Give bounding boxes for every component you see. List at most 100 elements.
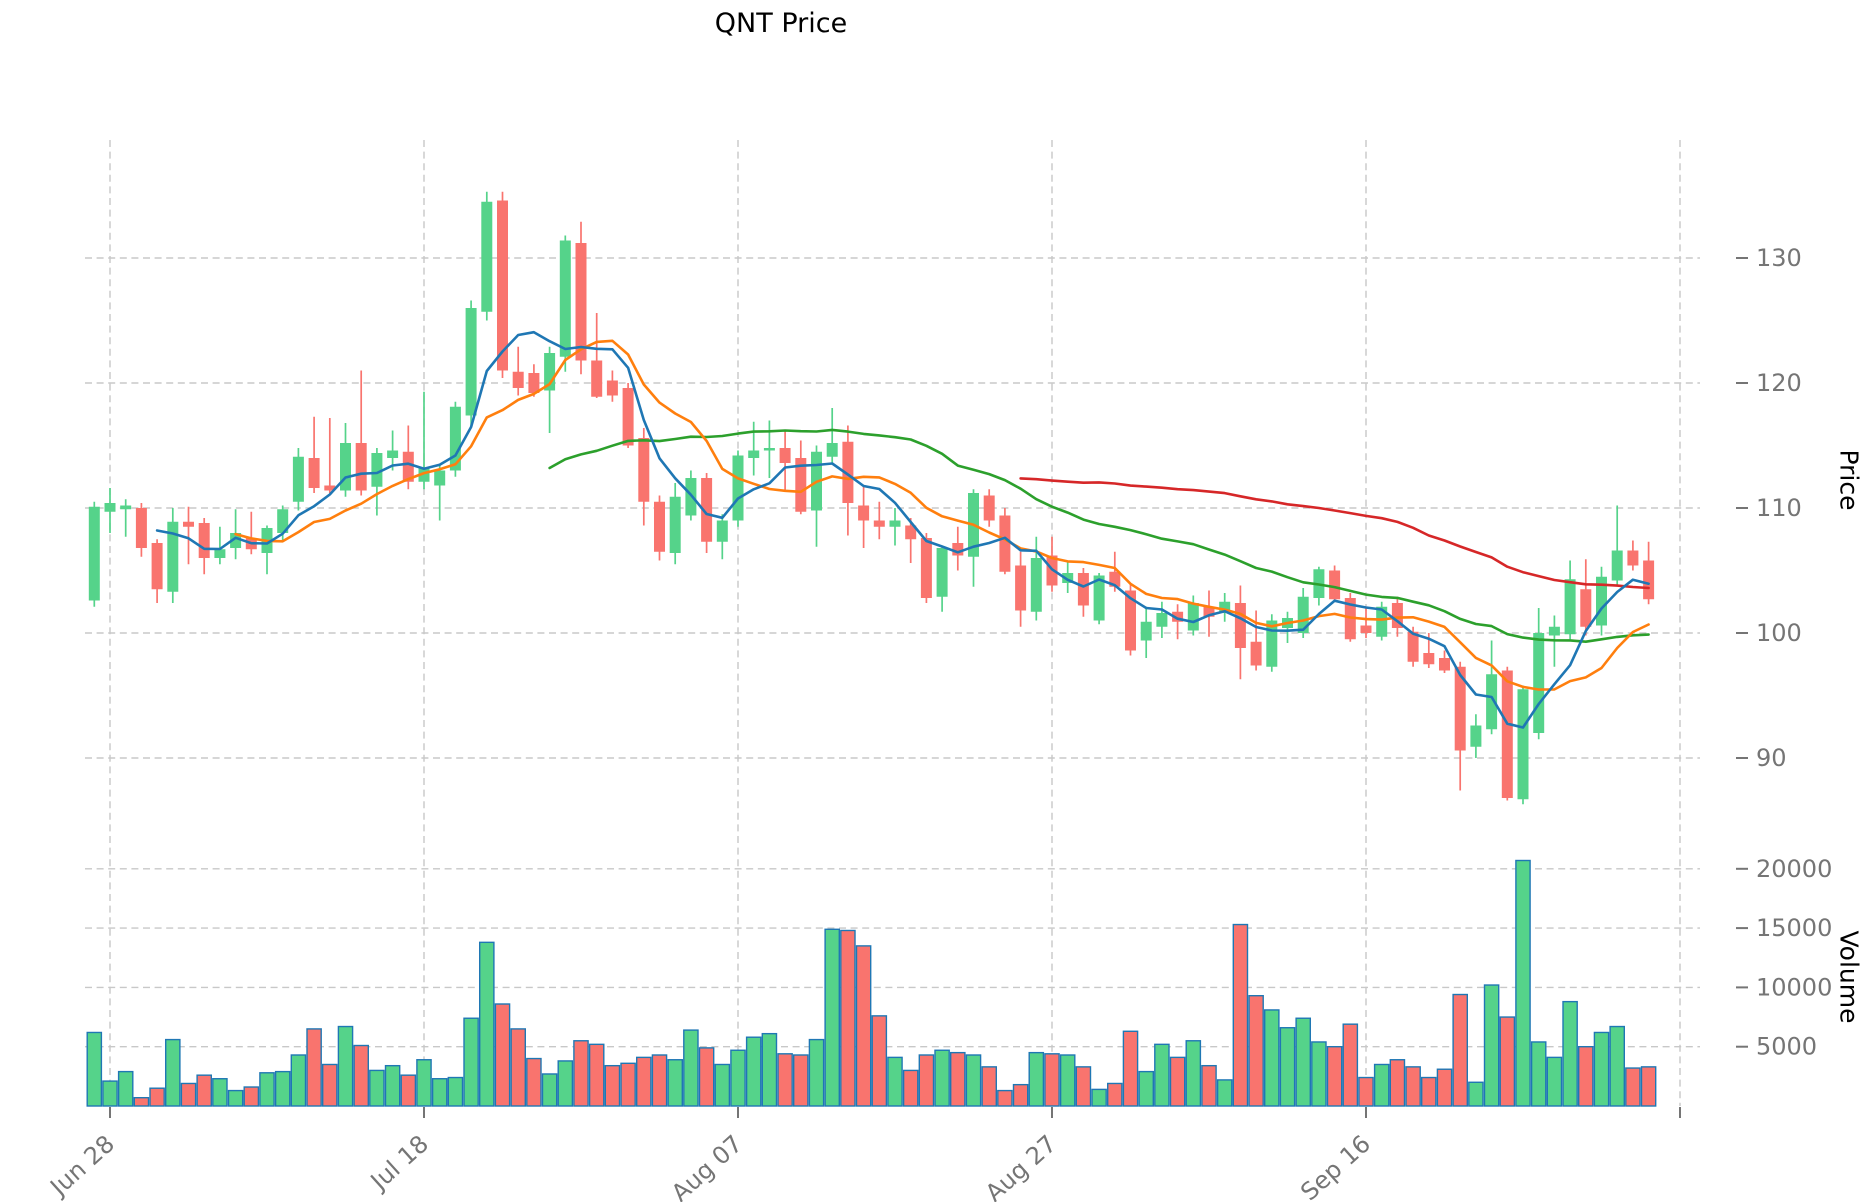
candle xyxy=(512,346,524,396)
sma10-line xyxy=(234,339,1650,691)
candle-body xyxy=(1627,550,1639,566)
candle-body xyxy=(449,406,461,471)
candle-body xyxy=(889,520,901,527)
volume-bar xyxy=(730,1049,746,1107)
volume-bar xyxy=(1499,1016,1516,1107)
price-tick-label: 130 xyxy=(1756,244,1802,272)
candle-body xyxy=(418,468,430,482)
candle xyxy=(214,526,226,565)
volume-bar xyxy=(290,1054,307,1107)
candle-body xyxy=(842,441,854,503)
volume-bar xyxy=(1326,1045,1343,1107)
candle-body xyxy=(1580,589,1592,627)
volume-bar xyxy=(149,1087,165,1107)
candle xyxy=(811,445,822,547)
candle xyxy=(1030,536,1042,621)
candle xyxy=(873,501,885,540)
volume-bar xyxy=(1452,993,1468,1107)
volume-bar xyxy=(353,1044,370,1107)
candle xyxy=(983,489,995,527)
candle xyxy=(1140,606,1152,658)
volume-bar xyxy=(1263,1009,1280,1107)
volume-bar xyxy=(651,1054,668,1107)
volume-bar xyxy=(400,1074,417,1107)
volume-bar xyxy=(1483,984,1500,1107)
candle-body xyxy=(795,458,807,512)
sma30-line xyxy=(548,428,1650,643)
candle xyxy=(1376,601,1388,641)
volume-bar xyxy=(1311,1041,1327,1107)
volume-bar xyxy=(86,1031,103,1107)
volume-bar xyxy=(855,945,872,1107)
candle xyxy=(1580,559,1592,636)
candle xyxy=(1266,614,1278,672)
candle-body xyxy=(1077,573,1089,606)
candle xyxy=(638,428,650,526)
candle-body xyxy=(1360,625,1372,633)
volume-bar xyxy=(1515,859,1531,1107)
volume-bar xyxy=(871,1015,888,1107)
candle xyxy=(1329,565,1341,602)
volume-bar xyxy=(1295,1017,1311,1107)
candle xyxy=(1611,505,1623,586)
candle xyxy=(889,508,901,546)
volume-bar xyxy=(1279,1027,1296,1107)
volume-bar xyxy=(950,1051,966,1107)
volume-bar xyxy=(620,1062,636,1107)
volume-bar xyxy=(431,1078,448,1107)
x-tick-label: Aug 07 xyxy=(666,1130,748,1202)
x-tick-label: Aug 27 xyxy=(980,1130,1062,1202)
volume-bar xyxy=(636,1056,652,1107)
candle xyxy=(1172,604,1184,640)
volume-bar xyxy=(887,1056,903,1107)
candle-body xyxy=(1234,603,1246,648)
candle-body xyxy=(308,458,320,488)
candle xyxy=(952,526,964,571)
volume-bar xyxy=(369,1069,385,1107)
candle xyxy=(920,533,932,603)
candle xyxy=(1596,566,1607,636)
volume-bar xyxy=(322,1063,338,1107)
volume-bar xyxy=(840,929,856,1107)
price-axis-title: Price xyxy=(1834,449,1864,511)
candle-body xyxy=(512,371,524,388)
candle-body xyxy=(1015,565,1027,611)
volume-bar xyxy=(117,1070,134,1107)
candle-body xyxy=(1156,613,1168,627)
candle-body xyxy=(1030,558,1042,612)
volume-bar xyxy=(510,1028,527,1107)
candle xyxy=(88,501,100,607)
candle-body xyxy=(716,520,728,542)
candle-body xyxy=(1266,620,1278,667)
volume-bar xyxy=(180,1082,197,1107)
volume-tick-label: 5000 xyxy=(1756,1033,1817,1061)
candle xyxy=(387,430,399,471)
candle xyxy=(936,545,948,612)
volume-bar xyxy=(1012,1083,1029,1107)
candle-body xyxy=(732,455,744,521)
candle-body xyxy=(952,543,964,556)
candle xyxy=(763,420,775,478)
candle-body xyxy=(1062,573,1074,583)
volume-bar xyxy=(227,1089,244,1107)
candle xyxy=(559,235,571,372)
candle xyxy=(434,465,446,521)
volume-bar xyxy=(494,1003,511,1107)
candle-body xyxy=(324,485,336,491)
candle-body xyxy=(214,549,226,558)
candle-body xyxy=(1203,606,1215,617)
volume-bar xyxy=(714,1063,731,1107)
volume-bar xyxy=(1091,1088,1107,1107)
candle xyxy=(183,506,194,565)
volume-bar xyxy=(1609,1025,1625,1107)
candle-body xyxy=(654,501,665,552)
candle xyxy=(591,313,603,398)
tick-marks xyxy=(109,257,1748,1118)
candle xyxy=(1015,551,1027,627)
candle-body xyxy=(183,521,194,527)
candle xyxy=(308,416,320,493)
candle xyxy=(1564,560,1576,640)
volume-bar xyxy=(777,1053,793,1107)
candle xyxy=(606,370,618,402)
